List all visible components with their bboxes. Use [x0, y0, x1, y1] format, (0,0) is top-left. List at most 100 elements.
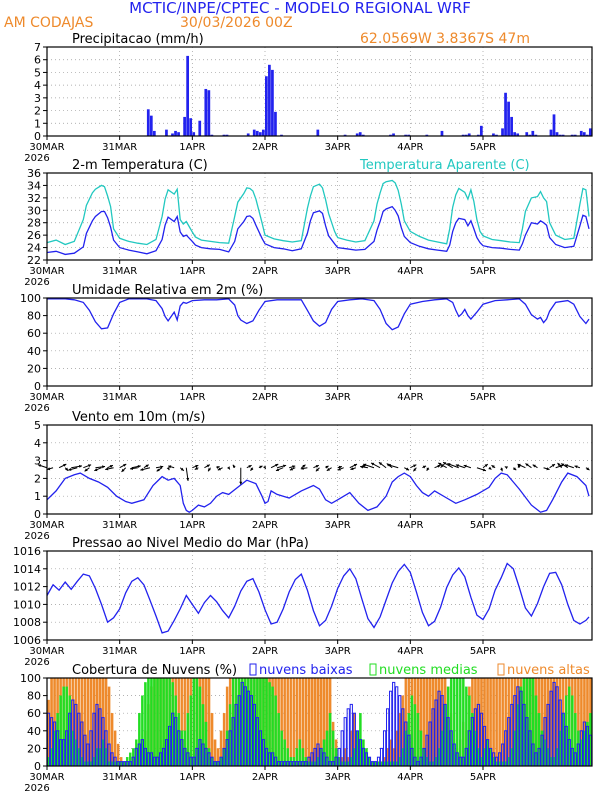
precip-bar: [361, 134, 365, 136]
panel-frame: [46, 46, 593, 137]
x-axis-year: 2026: [24, 403, 49, 414]
x-tick-label: 1APR: [179, 520, 205, 531]
wind-arrow-head: [326, 467, 330, 471]
panel-title: Vento em 10m (m/s): [72, 410, 205, 425]
wind-arrow-head: [156, 468, 160, 472]
x-tick-label: 3APR: [325, 772, 351, 783]
x-tick-label: 4APR: [397, 772, 423, 783]
wind-arrow-head: [206, 464, 210, 468]
precip-bar: [555, 132, 559, 136]
precip-bar: [573, 134, 577, 136]
wind-arrow-head: [378, 462, 383, 466]
precip-bar: [407, 134, 411, 136]
y-tick-label: 6: [34, 54, 41, 67]
y-tick-label: 60: [27, 327, 41, 340]
cloud-bar-nuvens-medias: [153, 677, 156, 767]
precip-bar: [152, 130, 156, 136]
panel-title: 2-m Temperatura (C): [72, 158, 208, 173]
y-tick-label: 1014: [13, 563, 41, 576]
wind-arrow-head: [227, 466, 230, 470]
precip-bar: [588, 128, 592, 136]
y-tick-label: 80: [27, 310, 41, 323]
cloud-bar-nuvens-medias: [328, 713, 332, 767]
cloud-bar-nuvens-medias: [274, 695, 277, 767]
cloud-bar-nuvens-altas: [495, 677, 498, 767]
panel-title: Cobertura de Nuvens (%): [72, 663, 237, 678]
precip-bar: [528, 134, 532, 136]
y-tick-label: 0: [34, 130, 41, 143]
x-tick-label: 1APR: [179, 392, 205, 403]
cloud-bar-nuvens-medias: [277, 713, 280, 767]
x-axis-year: 2026: [24, 531, 49, 542]
precip-bar: [516, 133, 520, 136]
wind-arrow-head: [186, 477, 190, 481]
precip-bar: [358, 132, 362, 136]
wind-arrow-head: [388, 464, 392, 467]
precip-bar: [316, 129, 320, 136]
precip-bar: [501, 128, 504, 136]
wind-arrow-head: [250, 467, 254, 471]
precip-bar: [258, 132, 262, 136]
wind-arrow-head: [180, 467, 184, 471]
x-tick-label: 3APR: [325, 520, 351, 531]
precip-bar: [246, 133, 250, 136]
panel-frame: [46, 172, 593, 261]
wind-arrow-head: [363, 463, 367, 467]
precip-bar: [507, 101, 510, 136]
precip-bar: [510, 116, 513, 136]
precip-bar: [183, 116, 186, 136]
wind-arrow-head: [551, 464, 555, 467]
legend-label: nuvens altas: [507, 663, 590, 678]
wind-arrow-head: [463, 464, 467, 468]
precip-bar: [189, 118, 193, 136]
cloud-bar-nuvens-medias: [156, 677, 159, 767]
cloud-bar-nuvens-altas: [304, 677, 308, 767]
y-tick-label: 3: [34, 455, 41, 468]
figure-title: MCTIC/INPE/CPTEC - MODELO REGIONAL WRF: [129, 0, 471, 17]
cloud-bar-nuvens-medias: [189, 695, 193, 767]
precip-bar: [552, 114, 556, 136]
y-tick-label: 1010: [13, 598, 41, 611]
cloud-bar-nuvens-medias: [192, 677, 196, 767]
wind-arrow-head: [350, 467, 354, 471]
precip-bar: [404, 134, 408, 136]
precip-bar: [225, 134, 229, 136]
x-tick-label: 1APR: [179, 142, 205, 153]
y-tick-label: 4: [34, 437, 41, 450]
precip-bar: [479, 125, 483, 136]
y-tick-label: 34: [27, 179, 41, 192]
x-tick-label: 31MAR: [102, 646, 137, 657]
precip-bar: [492, 133, 495, 136]
precip-bar: [561, 134, 565, 136]
precip-bar: [504, 92, 507, 136]
series-line-umidade-relativa-em-2m-: [47, 298, 590, 331]
x-tick-label: 5APR: [470, 142, 496, 153]
wind-arrow-head: [123, 464, 127, 467]
precip-bar: [222, 134, 226, 136]
x-tick-label: 5APR: [470, 520, 496, 531]
wind-arrow-head: [68, 467, 72, 471]
wind-arrow-head: [168, 465, 172, 469]
precip-bar: [271, 69, 274, 136]
x-tick-label: 31MAR: [102, 772, 137, 783]
panel-title: Pressao ao Nivel Medio do Mar (hPa): [72, 536, 309, 551]
panel-frame: [46, 550, 593, 641]
precip-bar: [531, 130, 535, 136]
x-axis-year: 2026: [24, 783, 49, 792]
x-tick-label: 3APR: [325, 142, 351, 153]
x-tick-label: 3APR: [325, 266, 351, 277]
wind-arrow-head: [413, 464, 417, 468]
location-label: AM CODAJAS: [4, 15, 93, 31]
wind-arrow-head: [574, 465, 578, 469]
wind-arrow-head: [79, 464, 82, 468]
wind-arrow-head: [325, 465, 329, 469]
precip-bar: [252, 129, 256, 136]
precip-bar: [570, 134, 574, 136]
y-tick-label: 30: [27, 204, 41, 217]
wind-arrow-head: [513, 467, 517, 471]
wind-arrow-head: [488, 466, 492, 470]
wind-arrow-head: [455, 464, 459, 468]
panel-frame: [46, 424, 593, 515]
